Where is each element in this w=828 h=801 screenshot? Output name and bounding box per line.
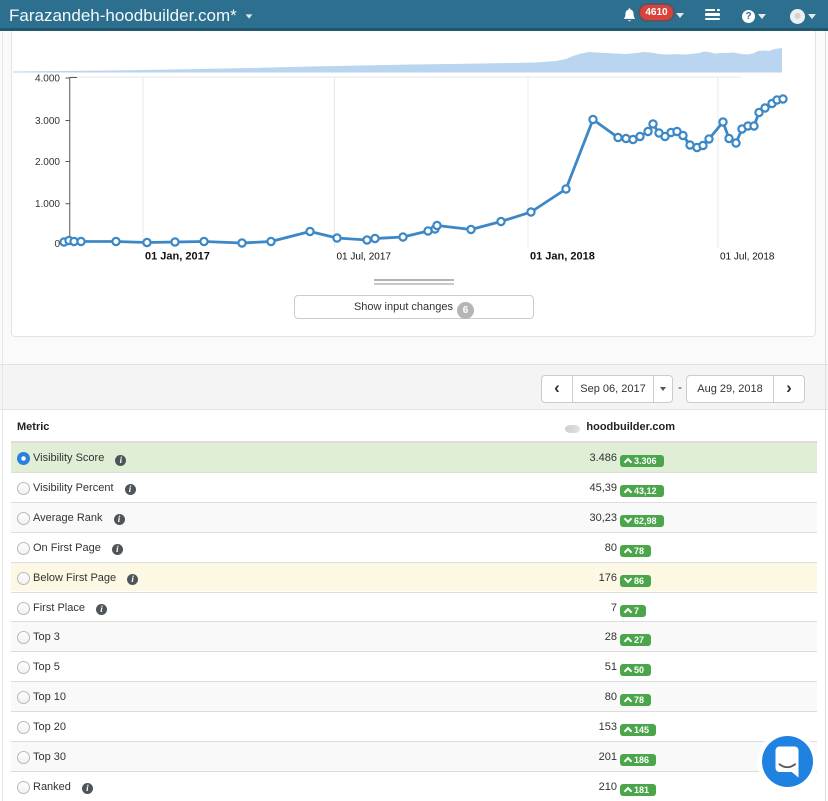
svg-text:01 Jan, 2018: 01 Jan, 2018 xyxy=(530,251,595,263)
svg-text:3.000: 3.000 xyxy=(35,116,60,127)
svg-text:01 Jul, 2017: 01 Jul, 2017 xyxy=(337,252,392,263)
svg-text:4.000: 4.000 xyxy=(35,74,60,85)
svg-text:01 Jul, 2018: 01 Jul, 2018 xyxy=(720,252,775,263)
svg-text:0: 0 xyxy=(54,239,60,250)
svg-text:2.000: 2.000 xyxy=(35,157,60,168)
svg-text:1.000: 1.000 xyxy=(35,199,60,210)
svg-text:01 Jan, 2017: 01 Jan, 2017 xyxy=(145,251,210,263)
